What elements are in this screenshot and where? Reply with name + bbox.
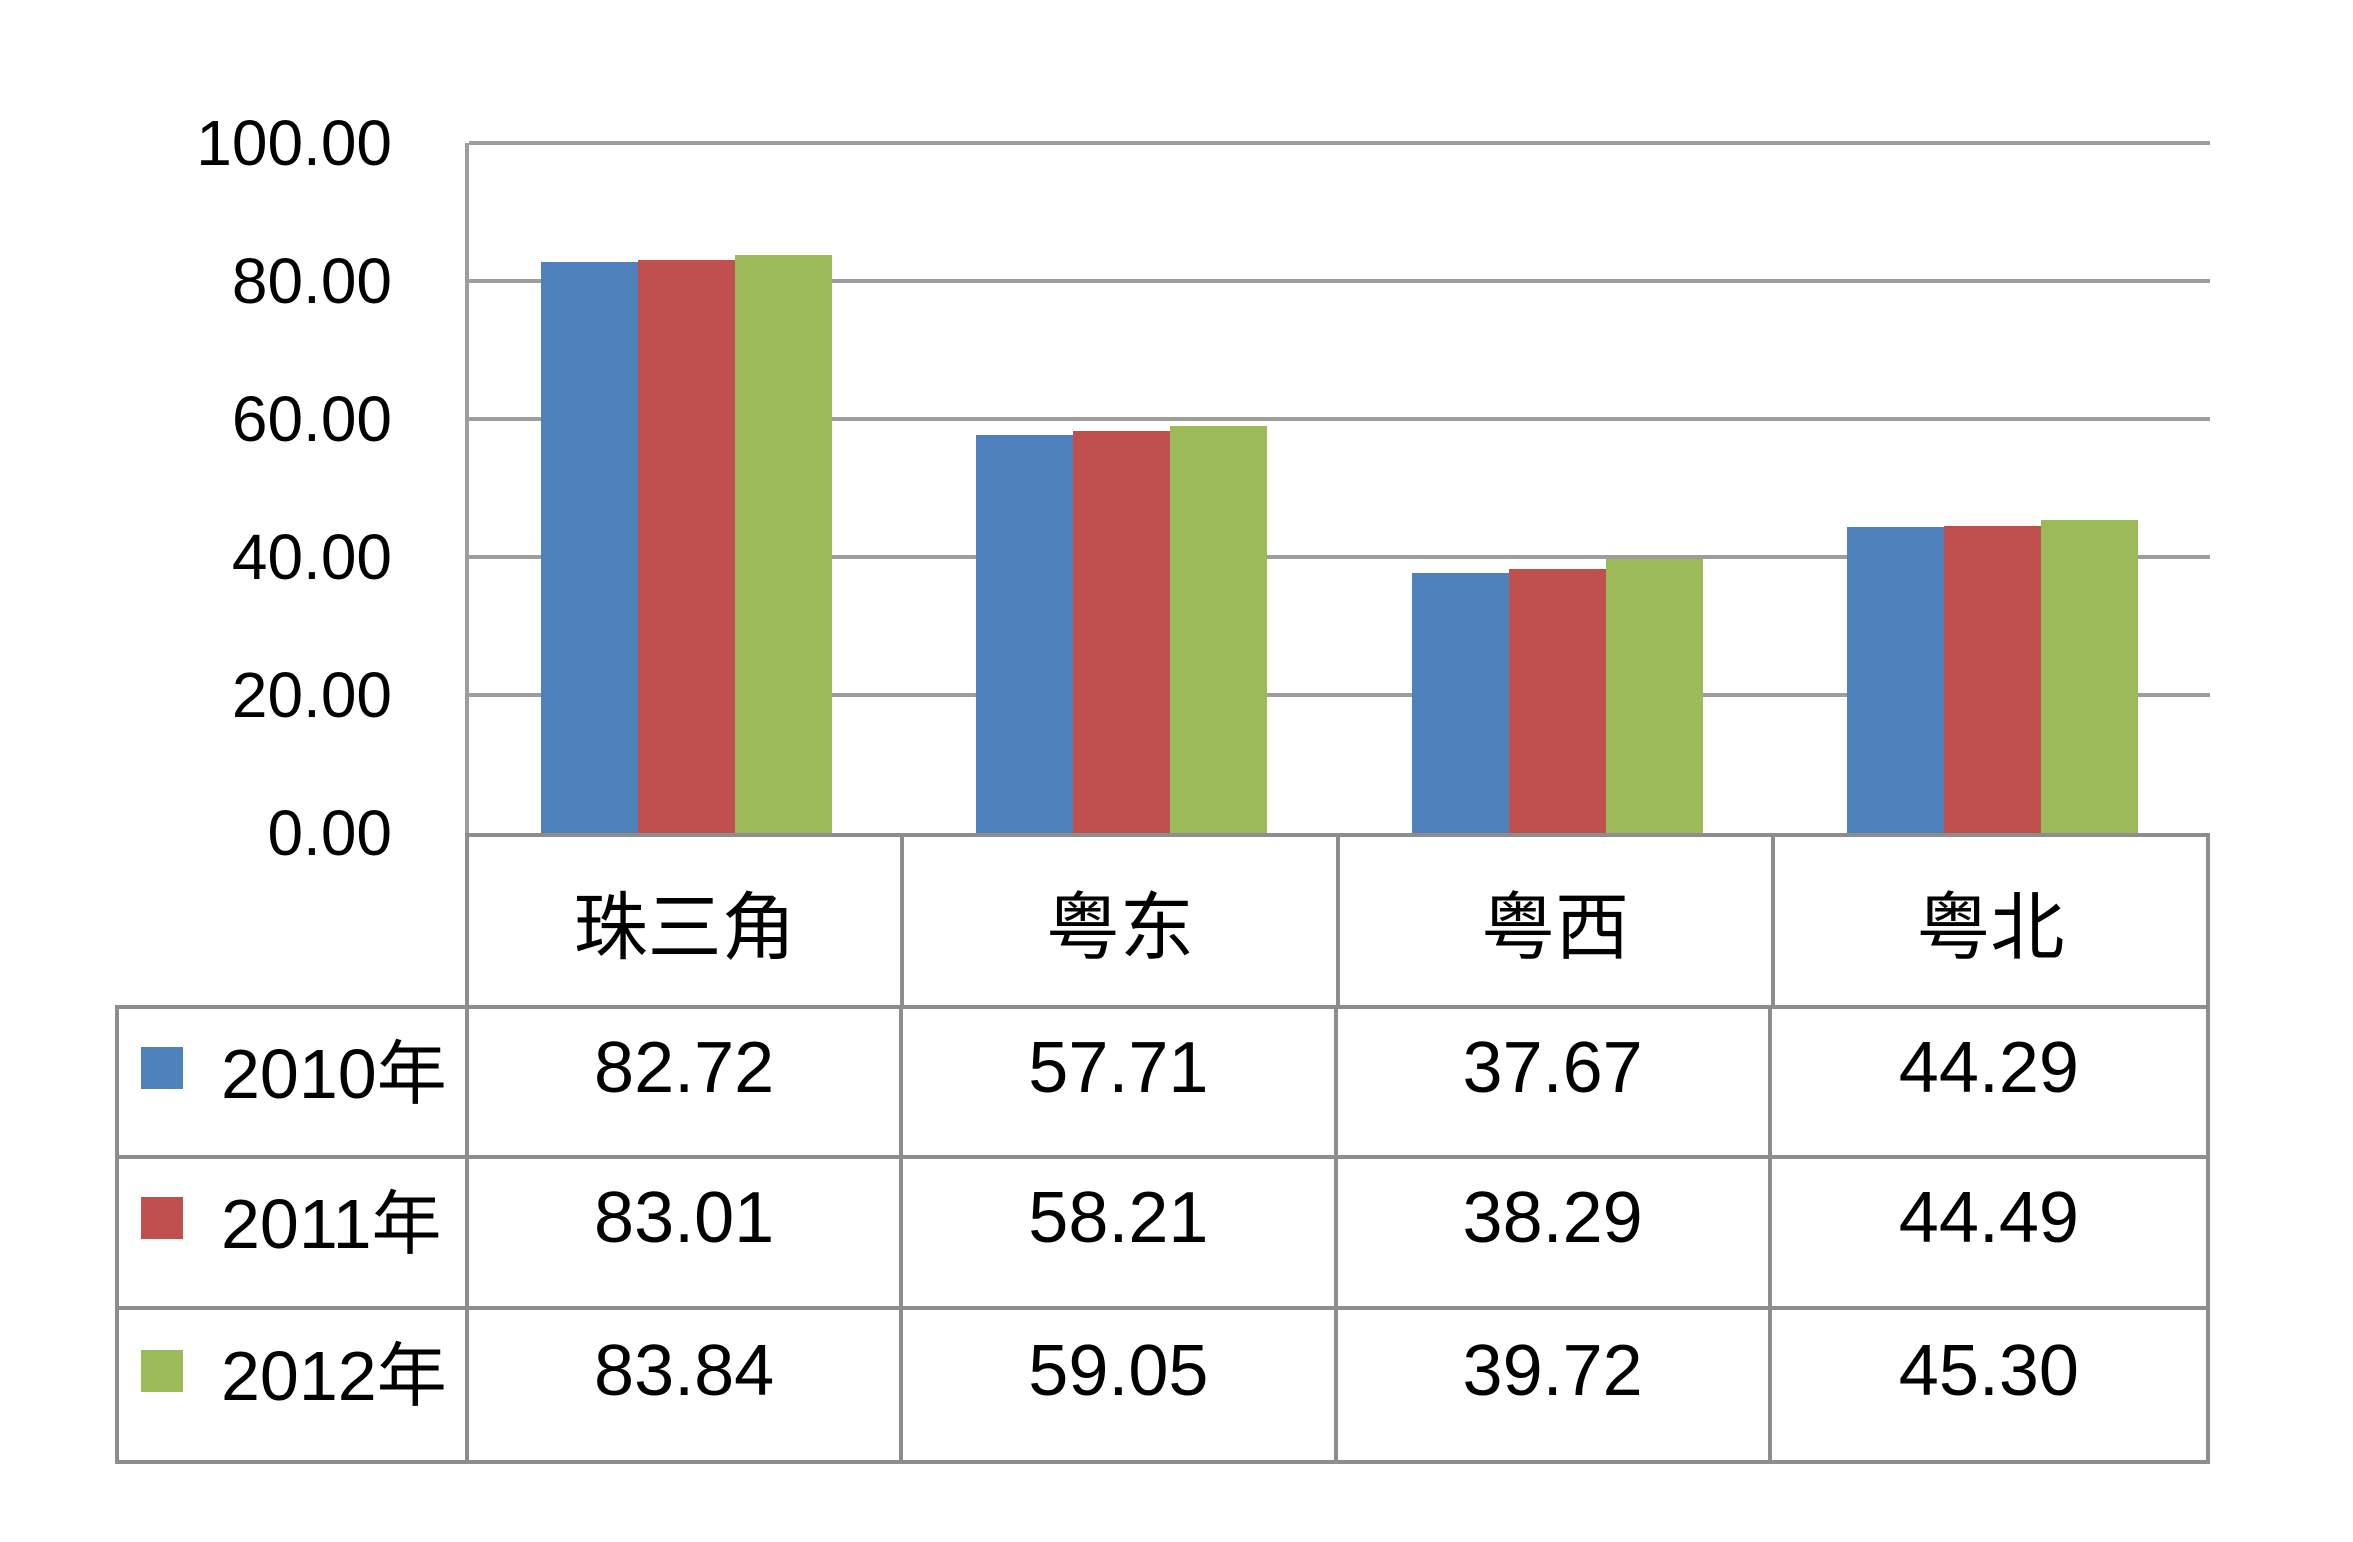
legend-swatch [141,1197,183,1240]
value-cell: 57.71 [903,1009,1338,1160]
y-tick-label: 100.00 [196,107,392,179]
legend-label: 2010年 [221,1034,447,1113]
bar [1508,568,1606,833]
value-cell: 59.05 [903,1309,1338,1460]
value-cell: 44.49 [1771,1159,2206,1310]
legend-cell: 2010年 [119,1009,469,1160]
y-tick-label: 0.00 [267,797,392,869]
category-header-cell: 粤北 [1770,837,2206,1005]
legend-cell: 2011年 [119,1159,469,1310]
category-header-cell: 粤西 [1335,837,1771,1005]
value-cell: 58.21 [903,1159,1338,1310]
bar [976,434,1074,833]
legend-label: 2012年 [221,1337,447,1416]
y-tick-label: 20.00 [231,659,392,731]
bar [1170,425,1268,833]
bar [735,254,833,833]
legend-swatch [141,1349,183,1392]
bar-group [1775,143,2210,833]
legend-swatch [141,1047,183,1090]
value-cell: 83.01 [469,1159,904,1310]
bar-group [904,143,1339,833]
value-cell: 37.67 [1337,1009,1772,1160]
value-cell: 82.72 [469,1009,904,1160]
legend-cell: 2012年 [119,1309,469,1460]
value-cell: 45.30 [1898,1330,2079,1411]
bar-group [469,143,904,833]
data-table: 2010年 82.72 57.71 37.67 44.29 2011年 83.01 58.21… [115,1005,2210,1464]
bar [2040,520,2138,833]
category-header-cell: 粤东 [900,837,1335,1005]
bar [1943,526,2041,833]
gridline [469,693,2210,697]
gridline [469,555,2210,559]
bar-group [1340,143,1775,833]
legend-label: 2011年 [221,1184,442,1263]
gridline [469,279,2210,283]
value-cell: 39.72 [1338,1309,1772,1460]
gridline [469,141,2210,145]
bar [541,262,639,833]
bar [1411,573,1509,833]
bar [1605,558,1703,833]
category-header-row: 珠三角 粤东 粤西 粤北 [465,833,2210,1005]
bar [638,260,736,833]
y-tick-label: 80.00 [231,245,392,317]
bar [1073,431,1171,833]
value-cell: 44.29 [1771,1009,2206,1160]
y-tick-label: 40.00 [231,521,392,593]
plot-area [465,141,2210,833]
bar [1846,527,1944,833]
gridline [469,417,2210,421]
y-axis-labels: 100.00 80.00 60.00 40.00 20.00 0.00 [0,111,392,865]
category-header-cell: 珠三角 [573,885,796,969]
y-tick-label: 60.00 [231,383,392,455]
value-cell: 38.29 [1337,1159,1772,1310]
value-cell: 83.84 [469,1309,904,1460]
